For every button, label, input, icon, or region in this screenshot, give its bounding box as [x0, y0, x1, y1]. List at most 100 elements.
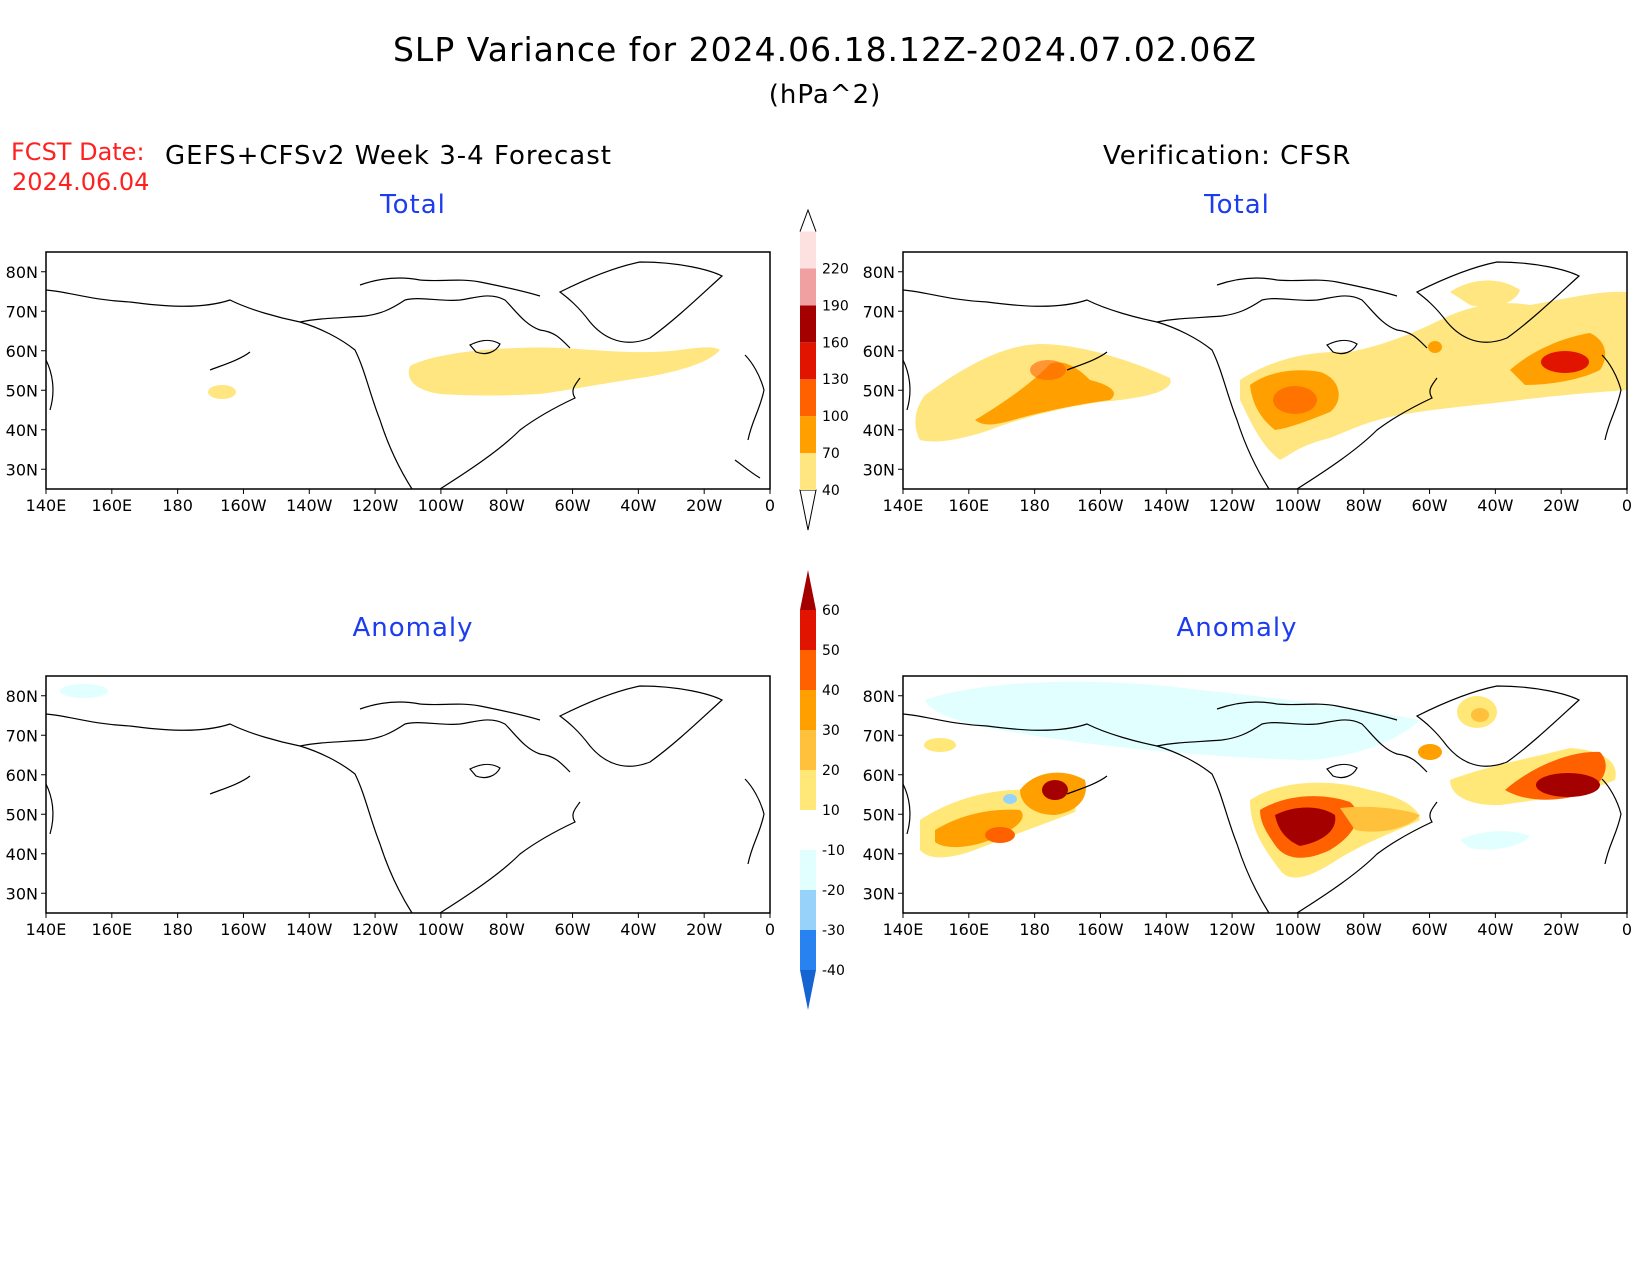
lon-tick-label: 160E	[948, 920, 989, 939]
lon-tick-label: 20W	[1543, 496, 1579, 515]
lon-tick-label: 20W	[686, 496, 722, 515]
lon-tick-label: 60W	[1411, 920, 1447, 939]
colorbar-level-label: 190	[822, 298, 849, 314]
lon-tick-label: 80W	[1346, 496, 1382, 515]
verif-anomaly-map	[902, 675, 1628, 914]
lon-tick-label: 140E	[883, 920, 924, 939]
lon-tick-label: 160W	[220, 920, 267, 939]
lon-tick-label: 100W	[418, 920, 465, 939]
anomaly-shading	[60, 684, 108, 698]
lon-tick-label: 0	[1622, 496, 1632, 515]
colorbar-box	[800, 650, 816, 690]
lon-tick-label: 140W	[1143, 496, 1190, 515]
colorbar-box	[800, 610, 816, 650]
lon-tick-label: 60W	[554, 920, 590, 939]
lon-tick-label: 40W	[1477, 920, 1513, 939]
lon-tick-label: 120W	[352, 496, 399, 515]
colorbar-level-label: 160	[822, 335, 849, 351]
colorbar-level-label: 50	[822, 643, 840, 659]
fcst-anomaly-map	[45, 675, 771, 914]
colorbar-level-label: 40	[822, 483, 840, 499]
lon-tick-label: 60W	[554, 496, 590, 515]
colorbar-box	[800, 379, 816, 417]
lon-tick-label: 140W	[1143, 920, 1190, 939]
fcst-anomaly-title: Anomaly	[352, 613, 474, 643]
lat-tick-label: 70N	[6, 302, 38, 321]
coastline	[902, 685, 1622, 914]
lat-tick-label: 50N	[6, 805, 38, 824]
colorbar-box	[800, 305, 816, 343]
colorbar-level-label: -10	[822, 843, 845, 859]
colorbar-box	[800, 453, 816, 490]
coastline	[45, 261, 765, 490]
colorbar-level-label: 10	[822, 803, 840, 819]
fcst-total-title: Total	[380, 190, 446, 220]
lon-tick-label: 180	[162, 496, 193, 515]
fcst-date-value: 2024.06.04	[12, 168, 150, 196]
lat-tick-label: 80N	[863, 687, 895, 706]
colorbar-anomaly: -40 -30 -20 -10 10 20 30 40 50 60	[800, 570, 845, 1010]
variance-shading	[915, 280, 1627, 460]
lat-tick-label: 70N	[863, 726, 895, 745]
colorbar-box	[800, 730, 816, 770]
lat-tick-label: 40N	[6, 421, 38, 440]
forecast-column-title: GEFS+CFSv2 Week 3-4 Forecast	[165, 141, 612, 171]
lat-tick-label: 40N	[6, 845, 38, 864]
lon-tick-label: 120W	[352, 920, 399, 939]
lat-tick-label: 50N	[863, 805, 895, 824]
colorbar-level-label: -20	[822, 883, 845, 899]
lon-tick-label: 120W	[1209, 920, 1256, 939]
lon-tick-label: 20W	[686, 920, 722, 939]
lon-tick-label: 160E	[91, 496, 132, 515]
colorbar-level-label: -30	[822, 923, 845, 939]
lon-tick-label: 180	[1019, 920, 1050, 939]
lat-tick-label: 70N	[6, 726, 38, 745]
lon-tick-label: 160E	[91, 920, 132, 939]
colorbar-level-label: 40	[822, 683, 840, 699]
lon-tick-label: 160W	[1077, 496, 1124, 515]
variance-shading-small	[208, 385, 236, 399]
lat-tick-label: 80N	[863, 263, 895, 282]
lon-tick-label: 40W	[620, 496, 656, 515]
colorbar-level-label: 20	[822, 763, 840, 779]
lon-tick-label: 140E	[26, 496, 67, 515]
coastline	[45, 685, 765, 914]
lon-tick-label: 140E	[883, 496, 924, 515]
colorbar-end-triangle	[800, 970, 816, 1010]
lon-tick-label: 140W	[286, 496, 333, 515]
lat-tick-label: 50N	[863, 381, 895, 400]
fcst-date-label: FCST Date:	[11, 138, 145, 166]
axis-labels: 140E 160E 180 160W 140W 120W 100W 80W 60W 40W 20W 0…	[6, 263, 1632, 939]
colorbar-end-triangle	[799, 489, 817, 531]
lon-tick-label: 40W	[1477, 496, 1513, 515]
coastline	[902, 261, 1622, 490]
lon-tick-label: 0	[765, 920, 775, 939]
verification-column-title: Verification: CFSR	[1103, 141, 1352, 171]
colorbar-end-triangle	[800, 570, 816, 610]
variance-shading	[408, 347, 720, 396]
lat-tick-label: 50N	[6, 381, 38, 400]
lat-tick-label: 40N	[863, 421, 895, 440]
main-title: SLP Variance for 2024.06.18.12Z-2024.07.…	[392, 30, 1258, 69]
lon-tick-label: 80W	[489, 496, 525, 515]
lat-tick-label: 60N	[6, 342, 38, 361]
colorbar-level-label: 70	[822, 446, 840, 462]
lon-tick-label: 80W	[489, 920, 525, 939]
lon-tick-label: 160E	[948, 496, 989, 515]
colorbar-box	[800, 416, 816, 454]
lat-tick-label: 40N	[863, 845, 895, 864]
colorbar-box	[800, 890, 816, 930]
colorbar-level-label: 130	[822, 372, 849, 388]
lon-tick-label: 120W	[1209, 496, 1256, 515]
lat-tick-label: 60N	[863, 342, 895, 361]
lat-tick-label: 60N	[6, 766, 38, 785]
lon-tick-label: 180	[162, 920, 193, 939]
lat-tick-label: 60N	[863, 766, 895, 785]
lon-tick-label: 140E	[26, 920, 67, 939]
lon-tick-label: 20W	[1543, 920, 1579, 939]
lon-tick-label: 0	[765, 496, 775, 515]
verif-total-title: Total	[1204, 190, 1270, 220]
colorbar-box	[800, 810, 816, 850]
verif-anomaly-title: Anomaly	[1176, 613, 1298, 643]
